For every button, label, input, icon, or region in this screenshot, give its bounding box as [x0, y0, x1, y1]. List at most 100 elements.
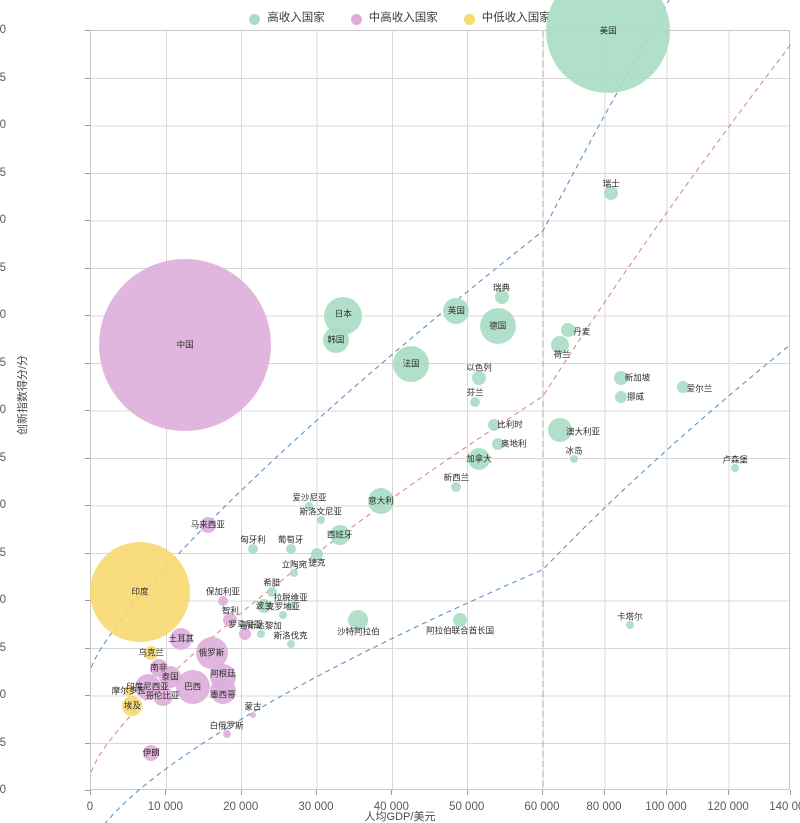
bubble-伊朗[interactable] [143, 745, 160, 761]
bubble-label-白俄罗斯: 白俄罗斯 [209, 720, 244, 731]
bubble-label-奥地利: 奥地利 [501, 438, 527, 449]
y-axis-tick-mark [85, 362, 90, 364]
legend-swatch-icon [350, 13, 362, 25]
y-axis-tick-label: 25 [0, 736, 6, 749]
x-axis-tick-label: 50 000 [449, 801, 485, 813]
bubble-加拿大[interactable] [467, 447, 490, 470]
y-axis-label: 创新指数得分/分 [17, 354, 29, 436]
bubble-label-蒙古: 蒙古 [244, 701, 262, 712]
chart-legend: 高收入国家 中高收入国家 中低收入国家 [0, 8, 800, 30]
bubble-新加坡[interactable] [613, 370, 628, 385]
y-axis-tick-label: 50 [0, 499, 6, 511]
bubble-斯洛伐克[interactable] [286, 639, 295, 648]
legend-item-1[interactable]: 中高收入国家 [350, 13, 438, 25]
bubble-挪威[interactable] [614, 390, 627, 403]
bubble-中国[interactable] [99, 258, 272, 431]
bubble-埃及[interactable] [122, 695, 143, 716]
bubble-瑞典[interactable] [494, 290, 509, 304]
bubble-label-俄罗斯: 俄罗斯 [198, 647, 225, 658]
y-axis-tick-mark [85, 457, 90, 459]
bubble-法国[interactable] [393, 345, 430, 382]
bubble-爱尔兰[interactable] [676, 381, 689, 394]
bubble-label-阿根廷: 阿根廷 [210, 668, 236, 679]
bubble-斯洛文尼亚[interactable] [316, 516, 325, 525]
y-axis-tick-mark [85, 30, 90, 31]
bubble-芬兰[interactable] [470, 396, 481, 407]
y-axis-tick-mark [85, 267, 90, 269]
x-axis-tick-label: 10 000 [147, 801, 183, 813]
plot-area: 美国 瑞士 瑞典 英国 德国 日本 韩国 丹麦 荷兰 法国 以色列 新加坡 爱尔兰 挪威 芬兰 比利时 澳大利亚… [89, 0, 792, 823]
bubble-label-伊朗: 伊朗 [142, 747, 160, 758]
bubble-卡塔尔[interactable] [625, 620, 634, 629]
y-axis-tick-mark [85, 125, 90, 126]
bubble-label-德国: 德国 [489, 320, 507, 331]
bubble-西班牙[interactable] [329, 524, 350, 545]
x-axis-tick-label: 80 000 [586, 801, 622, 813]
bubble-卢森堡[interactable] [731, 464, 740, 472]
bubble-label-墨西哥: 墨西哥 [210, 689, 236, 700]
y-axis-tick-mark [85, 172, 90, 174]
bubble-韩国[interactable] [322, 326, 349, 353]
y-axis-tick-label: 85 [0, 166, 6, 179]
y-axis-tick-mark [85, 790, 90, 791]
bubble-丹麦[interactable] [560, 323, 575, 338]
bubble-label-泰国: 泰国 [161, 671, 179, 682]
bubble-澳大利亚[interactable] [548, 418, 573, 442]
bubble-label-捷克: 捷克 [308, 557, 326, 568]
bubble-英国[interactable] [443, 298, 470, 325]
bubble-乌克兰[interactable] [144, 646, 159, 661]
bubble-哥斯达黎加[interactable] [256, 630, 265, 639]
bubble-土耳其[interactable] [170, 628, 193, 650]
x-axis-tick-label: 20 000 [223, 801, 259, 813]
bubble-白俄罗斯[interactable] [222, 730, 231, 738]
bubble-以色列[interactable] [471, 370, 486, 385]
bubble-德国[interactable] [479, 307, 516, 344]
bubble-波兰[interactable] [257, 598, 272, 613]
bubble-label-乌克兰: 乌克兰 [138, 647, 165, 658]
x-axis-tick-mark [90, 790, 91, 795]
bubble-label-瑞典: 瑞典 [493, 282, 511, 293]
legend-item-0[interactable]: 高收入国家 [249, 13, 325, 25]
bubble-爱沙尼亚[interactable] [305, 502, 314, 510]
bubble-沙特阿拉伯[interactable] [348, 610, 369, 630]
legend-item-2[interactable]: 中低收入国家 [463, 13, 551, 25]
bubble-新西兰[interactable] [451, 482, 462, 492]
bubble-label-埃及: 埃及 [123, 700, 141, 711]
bubble-保加利亚[interactable] [217, 596, 228, 606]
bubble-克罗地亚[interactable] [279, 611, 288, 620]
bubble-马来西亚[interactable] [199, 517, 216, 533]
y-axis-tick-mark [85, 647, 90, 649]
bubble-label-印度: 印度 [131, 586, 149, 597]
bubble-罗马尼亚[interactable] [239, 628, 252, 641]
bubble-荷兰[interactable] [551, 335, 570, 354]
bubble-冰岛[interactable] [570, 454, 578, 463]
bubble-智利[interactable] [223, 613, 238, 627]
bubble-立陶宛[interactable] [290, 568, 299, 577]
y-axis-tick-label: 20 [0, 784, 6, 796]
bubble-俄罗斯[interactable] [195, 637, 228, 670]
x-axis-label: 人均GDP/美元 [364, 811, 436, 823]
bubble-捷克[interactable] [311, 547, 323, 560]
bubble-希腊[interactable] [266, 586, 277, 597]
bubble-瑞士[interactable] [604, 185, 619, 200]
bubble-摩尔多瓦[interactable] [123, 686, 134, 697]
bubble-label-爱沙尼亚: 爱沙尼亚 [292, 492, 327, 503]
bubble-蒙古[interactable] [249, 712, 256, 718]
bubble-label-瑞士: 瑞士 [602, 178, 620, 189]
bubble-意大利[interactable] [368, 488, 395, 515]
legend-swatch-icon [463, 13, 475, 25]
y-axis-tick-mark [85, 77, 90, 79]
bubble-label-意大利: 意大利 [368, 495, 394, 506]
bubble-巴西[interactable] [175, 669, 210, 704]
bubble-匈牙利[interactable] [247, 543, 258, 554]
bubble-哥伦比亚[interactable] [152, 686, 173, 706]
bubble-印度[interactable] [89, 541, 190, 642]
bubble-比利时[interactable] [488, 419, 501, 432]
bubble-墨西哥[interactable] [209, 678, 236, 705]
bubble-阿拉伯联合酋长国[interactable] [453, 613, 468, 627]
bubble-葡萄牙[interactable] [285, 543, 296, 554]
bubble-泰国[interactable] [159, 666, 182, 688]
bubble-label-爱尔兰: 爱尔兰 [686, 383, 713, 394]
bubble-拉脱维亚[interactable] [286, 601, 295, 610]
bubble-奥地利[interactable] [491, 438, 504, 451]
